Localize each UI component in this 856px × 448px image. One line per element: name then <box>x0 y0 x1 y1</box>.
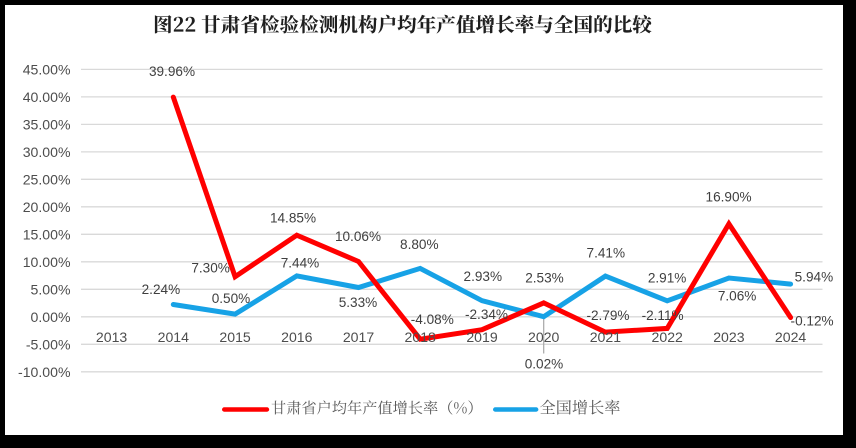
svg-text:7.41%: 7.41% <box>587 245 626 260</box>
svg-text:45.00%: 45.00% <box>23 62 71 78</box>
svg-text:2019: 2019 <box>466 329 498 345</box>
svg-text:0.00%: 0.00% <box>31 309 71 325</box>
svg-text:2024: 2024 <box>775 329 807 345</box>
svg-text:40.00%: 40.00% <box>23 89 71 105</box>
svg-text:30.00%: 30.00% <box>23 144 71 160</box>
svg-text:-2.34%: -2.34% <box>465 307 508 322</box>
svg-text:2018: 2018 <box>405 329 437 345</box>
svg-text:7.06%: 7.06% <box>718 288 757 303</box>
svg-text:5.33%: 5.33% <box>339 295 378 310</box>
svg-text:8.80%: 8.80% <box>400 237 439 252</box>
svg-text:-2.11%: -2.11% <box>642 308 684 323</box>
svg-text:15.00%: 15.00% <box>23 226 71 242</box>
svg-text:2021: 2021 <box>590 329 622 345</box>
svg-text:25.00%: 25.00% <box>23 171 71 187</box>
svg-text:5.94%: 5.94% <box>795 269 834 284</box>
svg-text:-5.00%: -5.00% <box>26 336 71 352</box>
svg-text:20.00%: 20.00% <box>23 199 71 215</box>
svg-text:2.93%: 2.93% <box>464 269 503 284</box>
svg-text:35.00%: 35.00% <box>23 116 71 132</box>
svg-text:5.00%: 5.00% <box>31 281 71 297</box>
svg-text:2022: 2022 <box>652 329 684 345</box>
svg-text:2016: 2016 <box>281 329 313 345</box>
svg-text:10.00%: 10.00% <box>23 254 71 270</box>
svg-text:16.90%: 16.90% <box>706 190 752 205</box>
svg-text:0.02%: 0.02% <box>525 357 564 372</box>
svg-text:2023: 2023 <box>713 329 745 345</box>
svg-text:-10.00%: -10.00% <box>18 364 71 380</box>
svg-text:2015: 2015 <box>219 329 251 345</box>
svg-text:2017: 2017 <box>343 329 375 345</box>
svg-text:2014: 2014 <box>158 329 190 345</box>
svg-text:2020: 2020 <box>528 329 560 345</box>
svg-text:10.06%: 10.06% <box>335 229 381 244</box>
svg-text:-2.79%: -2.79% <box>586 308 629 323</box>
svg-text:0.50%: 0.50% <box>212 291 251 306</box>
svg-text:2.53%: 2.53% <box>525 271 564 286</box>
svg-text:39.96%: 39.96% <box>149 64 195 79</box>
svg-text:-4.08%: -4.08% <box>411 312 454 327</box>
svg-text:7.30%: 7.30% <box>191 260 230 275</box>
svg-text:14.85%: 14.85% <box>270 210 316 225</box>
svg-text:2013: 2013 <box>96 329 128 345</box>
svg-text:2.24%: 2.24% <box>142 282 181 297</box>
svg-text:2.91%: 2.91% <box>648 270 687 285</box>
svg-text:-0.12%: -0.12% <box>791 313 834 328</box>
svg-text:7.44%: 7.44% <box>281 255 320 270</box>
